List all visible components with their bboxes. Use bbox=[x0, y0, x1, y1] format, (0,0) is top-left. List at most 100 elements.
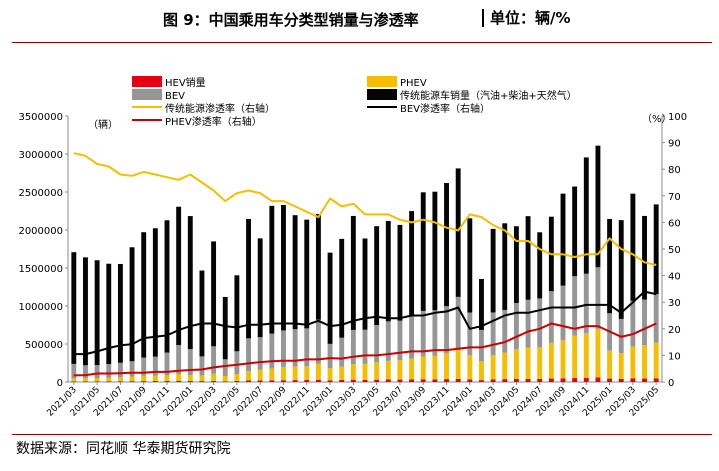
bar-phev bbox=[513, 349, 519, 379]
bar-phev bbox=[164, 375, 170, 381]
bar-bev bbox=[141, 357, 147, 376]
bar-hev bbox=[199, 381, 205, 382]
bar-ice bbox=[94, 260, 100, 366]
bar-ice bbox=[397, 224, 403, 321]
bar-phev bbox=[222, 375, 228, 382]
left-tick-label: 3500000 bbox=[18, 112, 63, 123]
bar-phev bbox=[117, 377, 123, 382]
bar-ice bbox=[630, 193, 636, 301]
bar-ice bbox=[117, 263, 123, 363]
bar-phev bbox=[467, 355, 473, 380]
bar-hev bbox=[71, 381, 77, 382]
right-tick-label: 60 bbox=[668, 218, 681, 229]
bar-hev bbox=[315, 379, 321, 382]
bar-hev bbox=[211, 380, 217, 382]
unit-label: 单位：辆/% bbox=[482, 9, 571, 27]
bar-ice bbox=[129, 247, 135, 362]
chart-title: 图 9：中国乘用车分类型销量与渗透率 bbox=[163, 11, 419, 29]
bar-hev bbox=[490, 379, 496, 382]
legend-label: PHEV渗透率（右轴） bbox=[165, 115, 262, 128]
bar-phev bbox=[292, 366, 298, 381]
bar-hev bbox=[618, 378, 624, 382]
bar-hev bbox=[94, 381, 100, 382]
bar-bev bbox=[281, 330, 286, 367]
bar-ice bbox=[257, 238, 263, 338]
bar-bev bbox=[129, 361, 135, 377]
left-tick-label: 1000000 bbox=[18, 302, 63, 313]
bar-ice bbox=[246, 218, 251, 339]
bar-ice bbox=[71, 252, 77, 364]
bar-bev bbox=[94, 365, 100, 379]
bar-phev bbox=[83, 378, 88, 382]
bar-phev bbox=[374, 362, 380, 380]
legend-label: PHEV bbox=[400, 78, 427, 89]
bar-hev bbox=[234, 380, 240, 382]
bar-ice bbox=[269, 205, 275, 334]
bar-phev bbox=[129, 376, 135, 382]
bar-bev bbox=[479, 329, 484, 362]
bar-hev bbox=[292, 380, 298, 382]
bar-bev bbox=[222, 359, 228, 376]
legend-label: BEV bbox=[165, 91, 185, 102]
bar-phev bbox=[607, 350, 613, 379]
bar-ice bbox=[362, 238, 368, 330]
bar-bev bbox=[513, 302, 519, 350]
bar-ice bbox=[164, 220, 170, 353]
bar-ice bbox=[211, 241, 217, 347]
bar-bev bbox=[164, 352, 170, 376]
bar-bev bbox=[409, 315, 415, 359]
bar-hev bbox=[350, 379, 356, 382]
bar-ice bbox=[490, 228, 496, 313]
bar-phev bbox=[362, 363, 368, 380]
bar-hev bbox=[444, 379, 449, 382]
bar-phev bbox=[211, 373, 217, 381]
bar-phev bbox=[502, 352, 508, 380]
bar-ice bbox=[420, 192, 426, 311]
bar-hev bbox=[653, 378, 659, 382]
bar-bev bbox=[397, 320, 403, 361]
bar-hev bbox=[129, 381, 135, 382]
bar-hev bbox=[304, 380, 310, 382]
bar-hev bbox=[548, 378, 554, 382]
bar-phev bbox=[432, 355, 438, 380]
top-rule bbox=[12, 42, 712, 43]
bar-ice bbox=[385, 221, 391, 322]
left-tick-label: 0 bbox=[57, 378, 63, 389]
bar-ice bbox=[467, 218, 473, 313]
bar-hev bbox=[141, 381, 147, 382]
right-tick-label: 90 bbox=[668, 139, 681, 150]
bar-phev bbox=[548, 342, 554, 379]
bar-bev bbox=[339, 337, 345, 367]
bar-phev bbox=[420, 356, 426, 380]
bar-hev bbox=[595, 377, 601, 382]
bottom-rule bbox=[12, 434, 712, 435]
line-bev-rate bbox=[73, 290, 657, 356]
legend-label: 传统能源渗透率（右轴） bbox=[165, 102, 275, 115]
bar-bev bbox=[385, 321, 391, 361]
bar-ice bbox=[502, 223, 508, 310]
bar-ice bbox=[83, 257, 88, 366]
bar-phev bbox=[199, 375, 205, 382]
bar-bev bbox=[537, 298, 543, 348]
bar-bev bbox=[583, 273, 589, 333]
bar-ice bbox=[292, 215, 298, 330]
bar-bev bbox=[374, 325, 380, 363]
right-tick-label: 50 bbox=[668, 245, 681, 256]
bar-ice bbox=[327, 252, 333, 344]
left-tick-label: 2500000 bbox=[18, 188, 63, 199]
bar-ice bbox=[525, 216, 531, 300]
bar-ice bbox=[281, 204, 286, 331]
bar-phev bbox=[141, 375, 147, 382]
bar-phev bbox=[281, 366, 286, 381]
left-tick-label: 1500000 bbox=[18, 264, 63, 275]
bar-ice bbox=[513, 226, 519, 303]
legend-swatch-phev bbox=[367, 76, 397, 87]
bar-ice bbox=[653, 204, 659, 295]
bar-phev bbox=[397, 360, 403, 380]
bar-ice bbox=[479, 279, 484, 330]
bar-phev bbox=[106, 377, 112, 382]
bar-bev bbox=[432, 310, 438, 356]
bar-ice bbox=[304, 219, 310, 329]
bar-hev bbox=[281, 380, 286, 382]
bar-phev bbox=[642, 345, 647, 379]
